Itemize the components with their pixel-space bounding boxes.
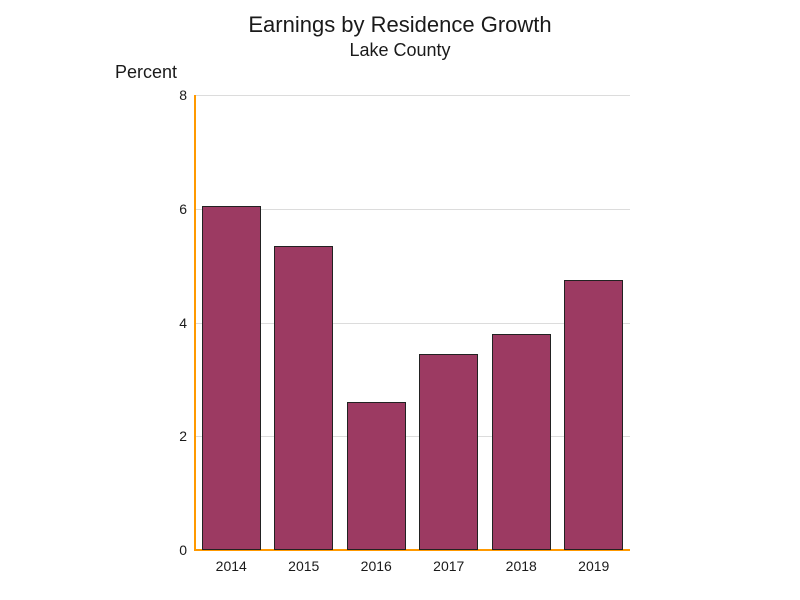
y-axis-label: Percent: [115, 62, 177, 83]
y-tick-label: 2: [157, 428, 187, 444]
x-tick-label: 2019: [558, 558, 631, 574]
chart-title: Earnings by Residence Growth: [0, 12, 800, 38]
x-tick-label: 2014: [195, 558, 268, 574]
y-axis: [194, 95, 196, 550]
x-tick-label: 2015: [268, 558, 341, 574]
bar: [274, 246, 333, 550]
y-tick-label: 8: [157, 87, 187, 103]
chart-subtitle: Lake County: [0, 40, 800, 61]
chart-container: Earnings by Residence Growth Lake County…: [0, 0, 800, 600]
y-tick-label: 4: [157, 315, 187, 331]
y-tick-label: 6: [157, 201, 187, 217]
gridline: [195, 95, 630, 96]
x-tick-label: 2018: [485, 558, 558, 574]
bar: [564, 280, 623, 550]
bar: [347, 402, 406, 550]
x-tick-label: 2017: [413, 558, 486, 574]
bar: [419, 354, 478, 550]
plot-area: [195, 95, 630, 550]
bar: [202, 206, 261, 550]
bar: [492, 334, 551, 550]
x-tick-label: 2016: [340, 558, 413, 574]
y-tick-label: 0: [157, 542, 187, 558]
